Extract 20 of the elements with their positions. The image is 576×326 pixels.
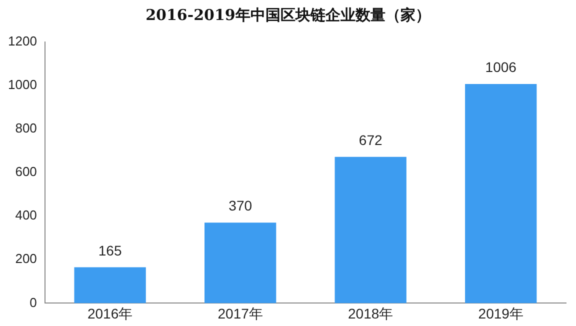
chart-title: 2016-2019年中国区块链企业数量（家） xyxy=(144,5,432,26)
y-tick-label: 1000 xyxy=(8,76,37,92)
bar xyxy=(465,84,537,304)
data-label: 1006 xyxy=(485,59,517,76)
bar xyxy=(204,222,276,304)
y-tick-label: 1200 xyxy=(8,33,37,48)
y-tick-label: 600 xyxy=(15,164,37,180)
data-label: 370 xyxy=(228,198,252,214)
y-tick-label: 400 xyxy=(15,208,37,223)
y-tick-label: 200 xyxy=(15,251,37,266)
data-label: 165 xyxy=(98,242,122,258)
bar xyxy=(334,156,406,304)
x-tick-label: 2017年 xyxy=(218,305,263,322)
bar xyxy=(74,267,146,304)
x-tick-label: 2018年 xyxy=(348,305,394,322)
x-tick-label: 2016年 xyxy=(87,305,133,322)
y-tick-label: 0 xyxy=(30,294,37,310)
x-tick-label: 2019年 xyxy=(478,305,524,322)
y-tick-label: 800 xyxy=(15,120,37,136)
data-label: 672 xyxy=(358,132,382,148)
